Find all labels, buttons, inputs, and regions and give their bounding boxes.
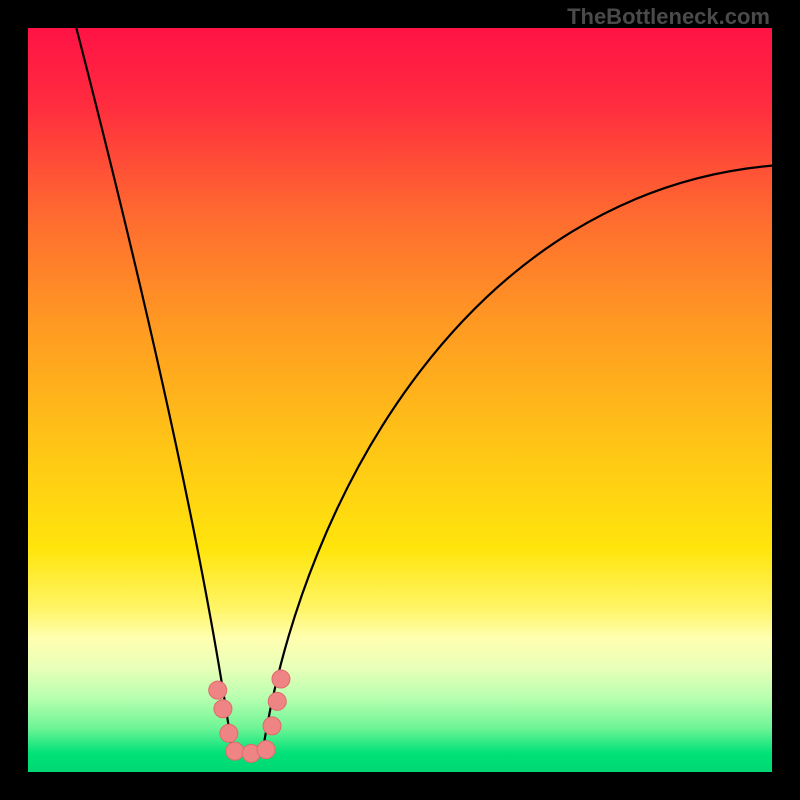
plot-frame	[28, 28, 772, 772]
watermark-text: TheBottleneck.com	[567, 4, 770, 30]
gradient-background	[28, 28, 772, 772]
chart-container: TheBottleneck.com	[0, 0, 800, 800]
